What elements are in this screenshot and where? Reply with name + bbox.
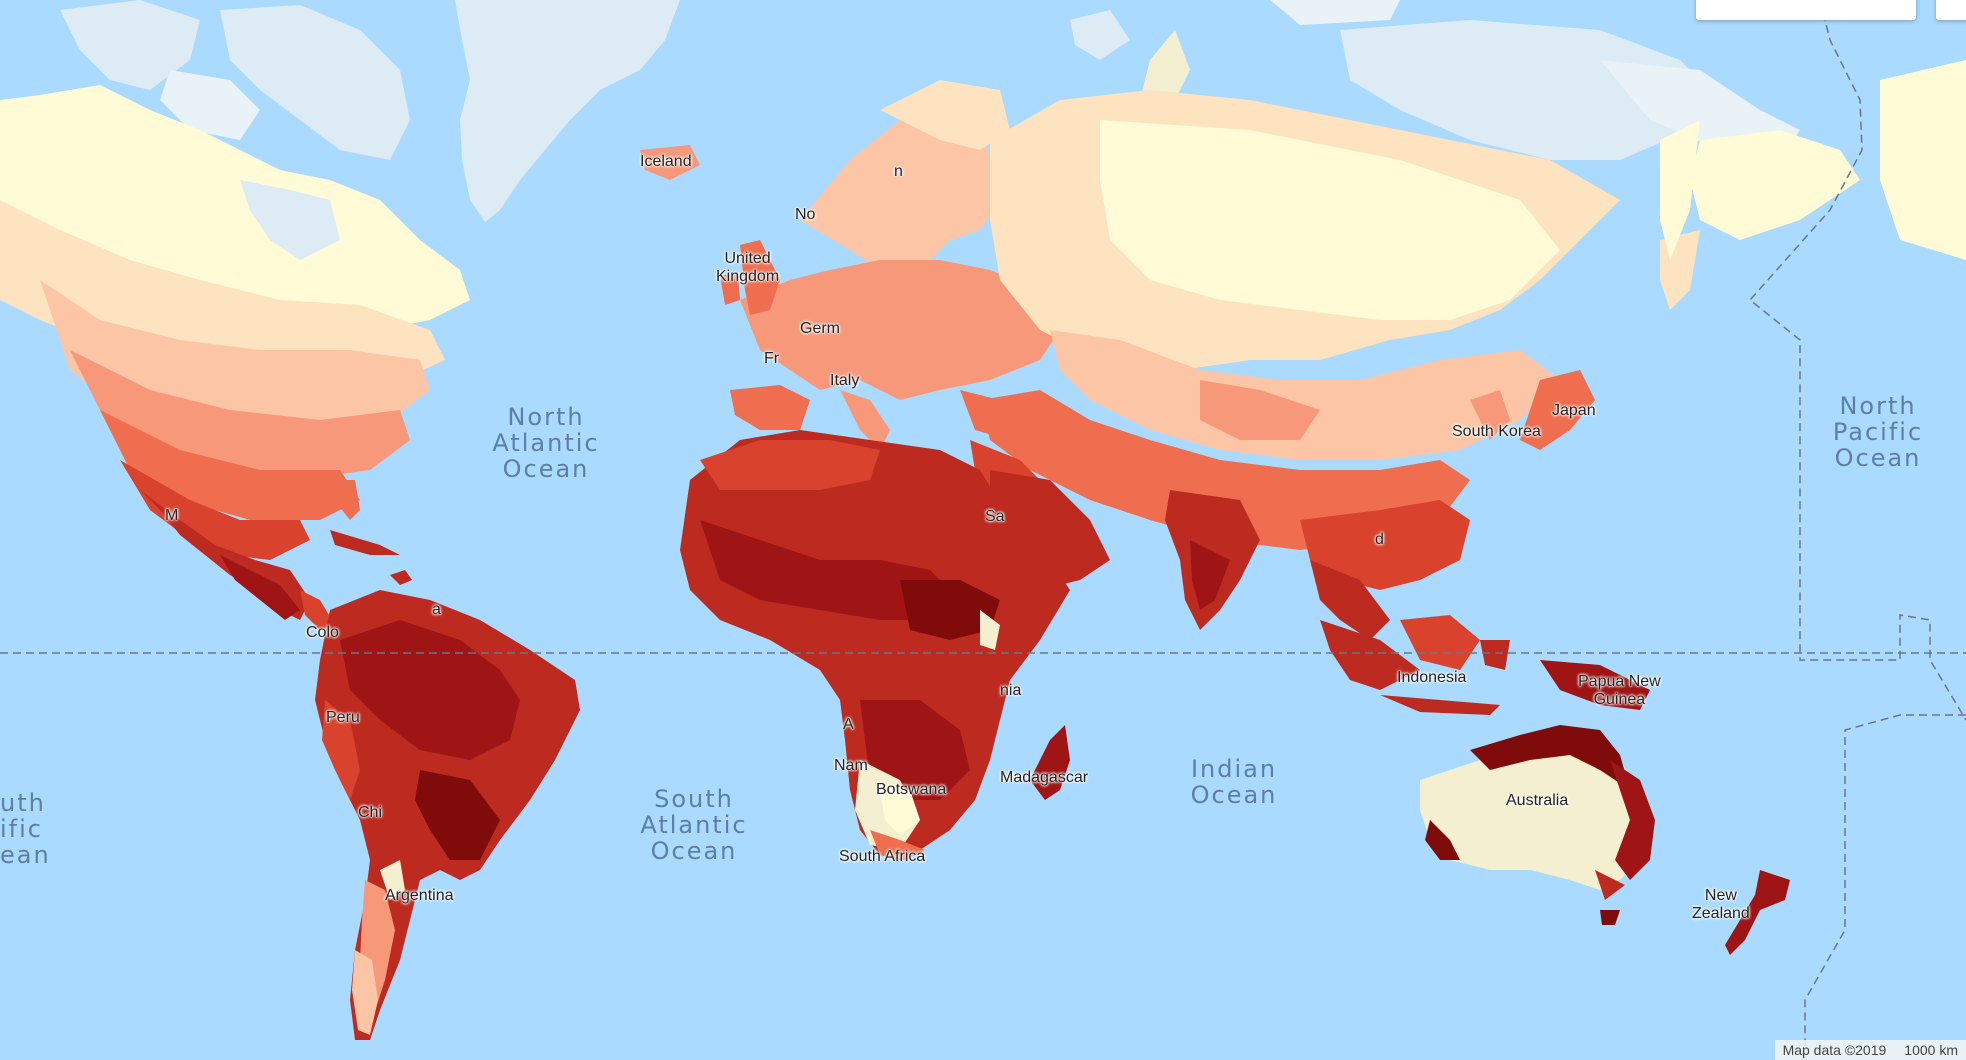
madagascar (1030, 725, 1070, 800)
country-label-italy: Italy (830, 372, 860, 389)
country-label-chile: Chi (358, 804, 383, 821)
arctic-islands (60, 0, 200, 90)
australia (1420, 725, 1655, 925)
country-label-mexico: M (165, 507, 179, 524)
country-label-colombia: Colo (306, 624, 339, 641)
ocean-label-north-atlantic: North Atlantic Ocean (492, 403, 600, 483)
country-label-new-zealand: New Zealand (1692, 887, 1750, 922)
ocean-label-south-atlantic: South Atlantic Ocean (640, 785, 748, 865)
europe (720, 80, 1060, 450)
country-label-papua-new-guinea: Papua New Guinea (1578, 673, 1661, 708)
new-zealand (1725, 870, 1790, 955)
country-label-australia: Australia (1506, 792, 1569, 809)
date-line (1748, 0, 1966, 1060)
country-label-madagascar: Madagascar (1000, 769, 1089, 786)
country-label-south-africa: South Africa (839, 848, 926, 865)
country-label-venezuela: a (432, 601, 441, 618)
map-data-credit[interactable]: Map data ©2019 (1782, 1042, 1887, 1058)
country-label-indonesia: Indonesia (1397, 669, 1467, 686)
country-label-peru: Peru (326, 709, 360, 726)
country-label-uk: United Kingdom (716, 250, 780, 285)
asia (970, 20, 1966, 640)
indonesia (1320, 615, 1650, 715)
country-label-argentina: Argentina (385, 887, 454, 904)
country-label-south-korea: South Korea (1452, 423, 1541, 440)
country-label-norway: No (795, 206, 816, 223)
country-label-botswana: Botswana (876, 781, 947, 798)
north-america (0, 85, 470, 630)
country-label-iceland: Iceland (640, 153, 692, 170)
country-label-france: Fr (764, 350, 780, 367)
fullscreen-control[interactable] (1936, 0, 1966, 20)
africa (680, 430, 1070, 860)
ocean-label-south-pacific: uth ific ean (0, 789, 51, 869)
country-label-tanzania: nia (1000, 682, 1022, 699)
country-label-saudi: Sa (985, 508, 1005, 525)
country-label-sweden: n (894, 163, 903, 180)
country-label-germany: Germ (800, 320, 840, 337)
ocean-label-indian: Indian Ocean (1190, 755, 1278, 809)
country-label-thailand: d (1375, 531, 1384, 548)
country-label-angola: A (843, 716, 854, 733)
scale-bar[interactable]: 1000 km (1904, 1042, 1958, 1058)
map-attribution: Map data ©2019 1000 km (1774, 1040, 1966, 1060)
country-label-namibia: Nam (834, 757, 868, 774)
map-type-control[interactable] (1696, 0, 1916, 20)
south-america (315, 590, 580, 1040)
ocean-label-north-pacific: North Pacific Ocean (1832, 392, 1924, 472)
greenland (455, 0, 680, 222)
country-label-japan: Japan (1552, 402, 1596, 419)
